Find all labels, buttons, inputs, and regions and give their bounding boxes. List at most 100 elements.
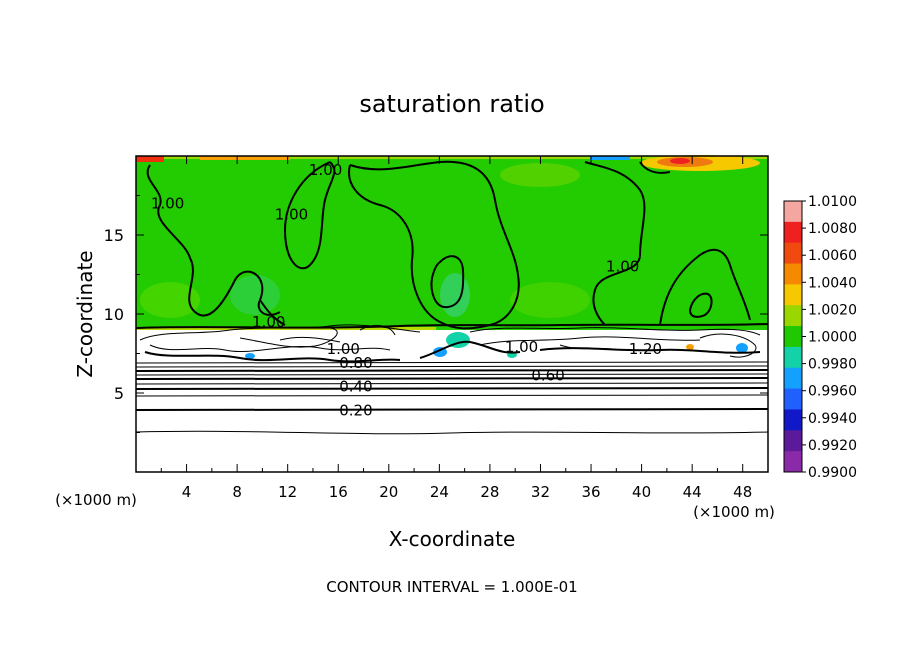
contour-line [149, 344, 391, 353]
contour-line [135, 430, 769, 435]
contour-labels: 1.00 1.00 1.00 1.00 1.00 1.00 1.00 1.20 0.80 0.60… [151, 161, 662, 419]
colorbar: 1.0100 1.0080 1.0060 1.0040 1.0020 1.0000 0.99… [783, 194, 857, 481]
colorbar-swatch [784, 451, 802, 473]
colorbar-label: 0.9940 [808, 411, 857, 427]
contour-label: 1.00 [151, 194, 184, 212]
chart-title: saturation ratio [359, 90, 544, 118]
colorbar-label: 0.9980 [808, 357, 857, 373]
field-patch-blue [736, 343, 748, 353]
contour-line [479, 336, 701, 346]
field-patch [510, 282, 590, 318]
x-tick-label: 44 [683, 483, 702, 501]
x-tick-label: 20 [379, 483, 398, 501]
colorbar-swatch [784, 263, 802, 285]
contour-label: 1.00 [505, 338, 538, 356]
contour-line [584, 161, 646, 326]
y-unit-label: (×1000 m) [55, 491, 137, 509]
colorbar-label: 1.0080 [808, 221, 857, 237]
contour-label: 1.00 [309, 161, 342, 179]
y-tick-labels: 5 10 15 [104, 226, 124, 403]
x-tick-label: 28 [480, 483, 499, 501]
contour-line [135, 361, 769, 364]
field-top-strip [136, 156, 768, 159]
colorbar-swatch [784, 430, 802, 452]
x-tick-label: 4 [182, 483, 192, 501]
field-patch-orange [686, 344, 694, 350]
colorbar-swatch [784, 201, 802, 223]
contour-line [539, 347, 761, 354]
x-unit-label: (×1000 m) [693, 503, 775, 521]
contour-line [135, 323, 769, 329]
y-tick-label: 5 [114, 384, 124, 403]
colorbar-label: 1.0100 [808, 194, 857, 210]
y-tick-label: 15 [104, 226, 124, 245]
contour-line [469, 327, 761, 336]
x-tick-label: 40 [632, 483, 651, 501]
contour-label: 0.20 [339, 401, 372, 419]
contour-label: 1.00 [275, 205, 308, 223]
x-tick-label: 36 [581, 483, 600, 501]
colorbar-swatch [784, 388, 802, 410]
colorbar-swatch [784, 409, 802, 431]
x-tick-label: 24 [430, 483, 449, 501]
x-tick-label: 12 [278, 483, 297, 501]
contour-line [699, 333, 757, 358]
contour-line [135, 365, 769, 368]
field-top-strip [136, 156, 164, 162]
contour-line [239, 327, 338, 348]
contour-interval-note: CONTOUR INTERVAL = 1.000E-01 [326, 578, 577, 596]
colorbar-label: 0.9960 [808, 384, 857, 400]
contour-label: 0.40 [339, 378, 372, 396]
contour-line [430, 255, 465, 309]
colorbar-swatch [784, 284, 802, 306]
colorbar-label: 1.0040 [808, 275, 857, 291]
field-top-strip [200, 156, 290, 160]
contour-label: 1.00 [327, 340, 360, 358]
contour-line [144, 351, 401, 363]
colorbar-label: 0.9920 [808, 438, 857, 454]
field-patch [140, 282, 200, 318]
field-patch [440, 273, 470, 317]
colorbar-swatch [784, 305, 802, 327]
contour-line [135, 369, 769, 372]
colorbar-label: 0.9900 [808, 465, 857, 481]
contour-line [259, 299, 286, 326]
contour-line [135, 377, 769, 380]
x-tick-label: 16 [329, 483, 348, 501]
contour-label: 0.80 [339, 354, 372, 372]
contour-line [689, 292, 713, 318]
colorbar-label: 1.0020 [808, 302, 857, 318]
plot-area: 1.00 1.00 1.00 1.00 1.00 1.00 1.00 1.20 0.80 0.60… [135, 155, 769, 473]
contour-line [283, 161, 336, 270]
axis-ticks [136, 156, 768, 472]
contour-line [279, 336, 341, 343]
contour-label: 1.00 [606, 258, 639, 276]
contour-line [135, 394, 769, 397]
field-patch [230, 275, 280, 315]
colorbar-swatch [784, 367, 802, 390]
contours-lower [135, 361, 769, 435]
field-patch-blue [245, 353, 255, 359]
colorbar-swatch [784, 326, 802, 348]
contour-line [135, 373, 769, 376]
x-tick-labels: 4 8 12 16 20 24 28 32 36 40 44 48 [182, 483, 752, 501]
contour-label: 1.20 [629, 340, 662, 358]
field-patch [500, 163, 580, 187]
y-axis-label: Z-coordinate [73, 250, 97, 377]
x-tick-label: 32 [531, 483, 550, 501]
field-top-hot [670, 158, 690, 164]
x-tick-label: 48 [733, 483, 752, 501]
contour-line [135, 382, 769, 385]
contour-line [146, 164, 281, 317]
colorbar-swatch [784, 242, 802, 265]
contour-label: 1.00 [252, 313, 285, 331]
colorbar-label: 1.0000 [808, 330, 857, 346]
colorbar-swatch [784, 221, 802, 244]
contour-label: 0.60 [531, 367, 564, 385]
colorbar-label: 1.0060 [808, 248, 857, 264]
contour-line [135, 408, 769, 411]
contour-line [135, 387, 769, 390]
contours-cloud-bold [135, 323, 769, 363]
x-tick-label: 8 [232, 483, 242, 501]
